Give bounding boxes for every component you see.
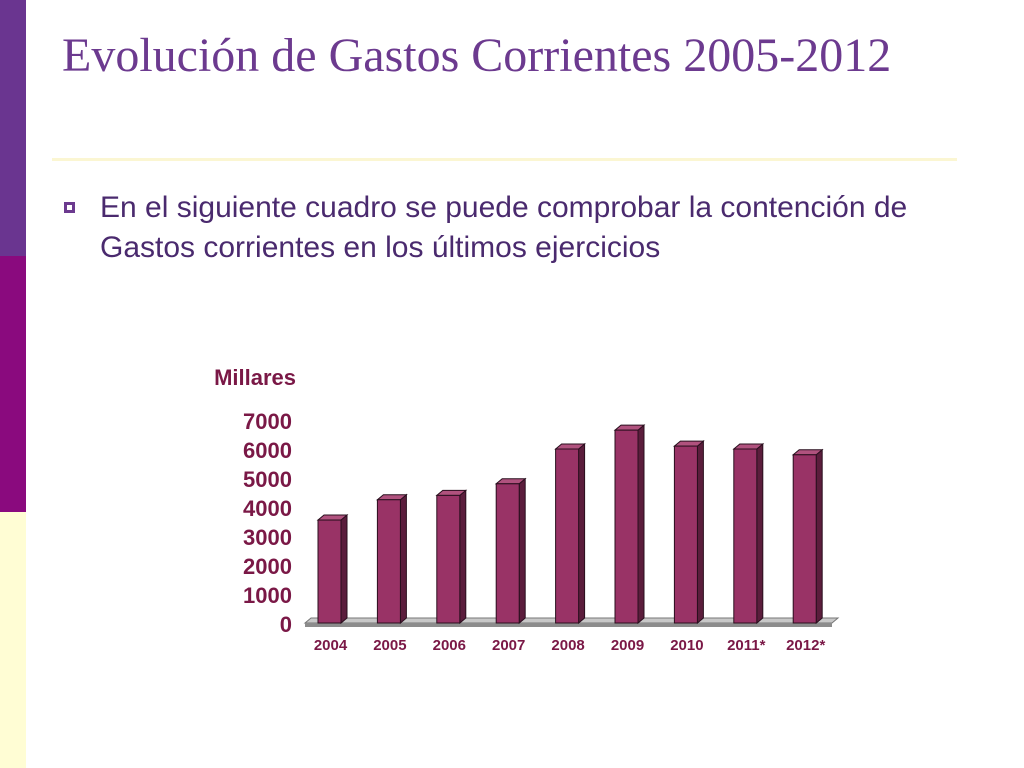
- sidebar-accent-middle: [0, 256, 26, 512]
- y-tick-label: 2000: [243, 554, 292, 579]
- bullet-item: En el siguiente cuadro se puede comproba…: [62, 188, 942, 268]
- x-tick-label: 2006: [433, 637, 466, 654]
- y-tick-label: 0: [280, 612, 292, 637]
- bar-top: [494, 478, 527, 485]
- bar: [791, 448, 824, 625]
- bar-front: [555, 448, 580, 624]
- bar-front: [673, 445, 698, 624]
- x-tick-label: 2012*: [786, 637, 825, 654]
- bar-side: [756, 442, 764, 625]
- bullet-text: En el siguiente cuadro se puede comproba…: [100, 191, 908, 264]
- bar-side: [340, 513, 348, 625]
- x-tick-label: 2005: [373, 637, 406, 654]
- bar: [673, 440, 705, 625]
- bar-top: [376, 494, 408, 501]
- bar-top: [435, 489, 468, 496]
- bar-side: [459, 489, 467, 625]
- chart-floor-edge: [305, 623, 832, 627]
- x-tick-label: 2008: [551, 637, 584, 654]
- bar-side: [637, 424, 645, 625]
- y-tick-label: 7000: [243, 409, 292, 434]
- slide-title: Evolución de Gastos Corrientes 2005-2012: [62, 29, 892, 82]
- bars: [316, 424, 824, 625]
- bar-top: [732, 443, 765, 450]
- bar-side: [696, 440, 704, 625]
- bar: [554, 442, 586, 625]
- sidebar-accent-top: [0, 0, 26, 256]
- y-axis-label: Millares: [214, 365, 296, 390]
- bar: [316, 513, 349, 625]
- x-tick-label: 2007: [492, 637, 525, 654]
- bar-side: [578, 442, 586, 625]
- bar-front: [436, 494, 461, 624]
- bar-front: [614, 429, 639, 624]
- bar-side: [518, 477, 526, 625]
- bar-front: [495, 483, 520, 624]
- sidebar-accent-bottom: [0, 512, 26, 768]
- x-tick-label: 2004: [314, 637, 348, 654]
- bar: [435, 489, 468, 625]
- bar: [376, 493, 408, 625]
- y-tick-label: 3000: [243, 525, 292, 550]
- y-axis-ticks: 0 1000 2000 3000 4000 5000 6000 7000: [243, 409, 292, 637]
- y-tick-label: 4000: [243, 496, 292, 521]
- bar-front: [317, 519, 342, 624]
- x-tick-label: 2011*: [727, 637, 766, 654]
- y-tick-label: 5000: [243, 467, 292, 492]
- bar-side: [815, 448, 823, 625]
- square-bullet-icon: [64, 202, 75, 213]
- bar-front: [792, 454, 817, 624]
- x-tick-label: 2010: [670, 637, 703, 654]
- bar-top: [791, 449, 824, 456]
- bar: [613, 424, 646, 625]
- bar-top: [673, 440, 705, 447]
- bar: [732, 442, 765, 625]
- bar-front: [376, 499, 401, 624]
- bar-top: [316, 514, 349, 521]
- y-tick-label: 1000: [243, 583, 292, 608]
- bar-front: [733, 448, 758, 624]
- bar-top: [613, 424, 646, 431]
- y-tick-label: 6000: [243, 438, 292, 463]
- title-divider: [52, 158, 957, 161]
- bar-top: [554, 443, 586, 450]
- bar-side: [399, 493, 407, 625]
- x-tick-label: 2009: [611, 637, 644, 654]
- x-axis-ticks: 2004 2005 2006 2007 2008 2009 2010 2011* 2012*: [314, 637, 826, 654]
- bar: [494, 477, 527, 625]
